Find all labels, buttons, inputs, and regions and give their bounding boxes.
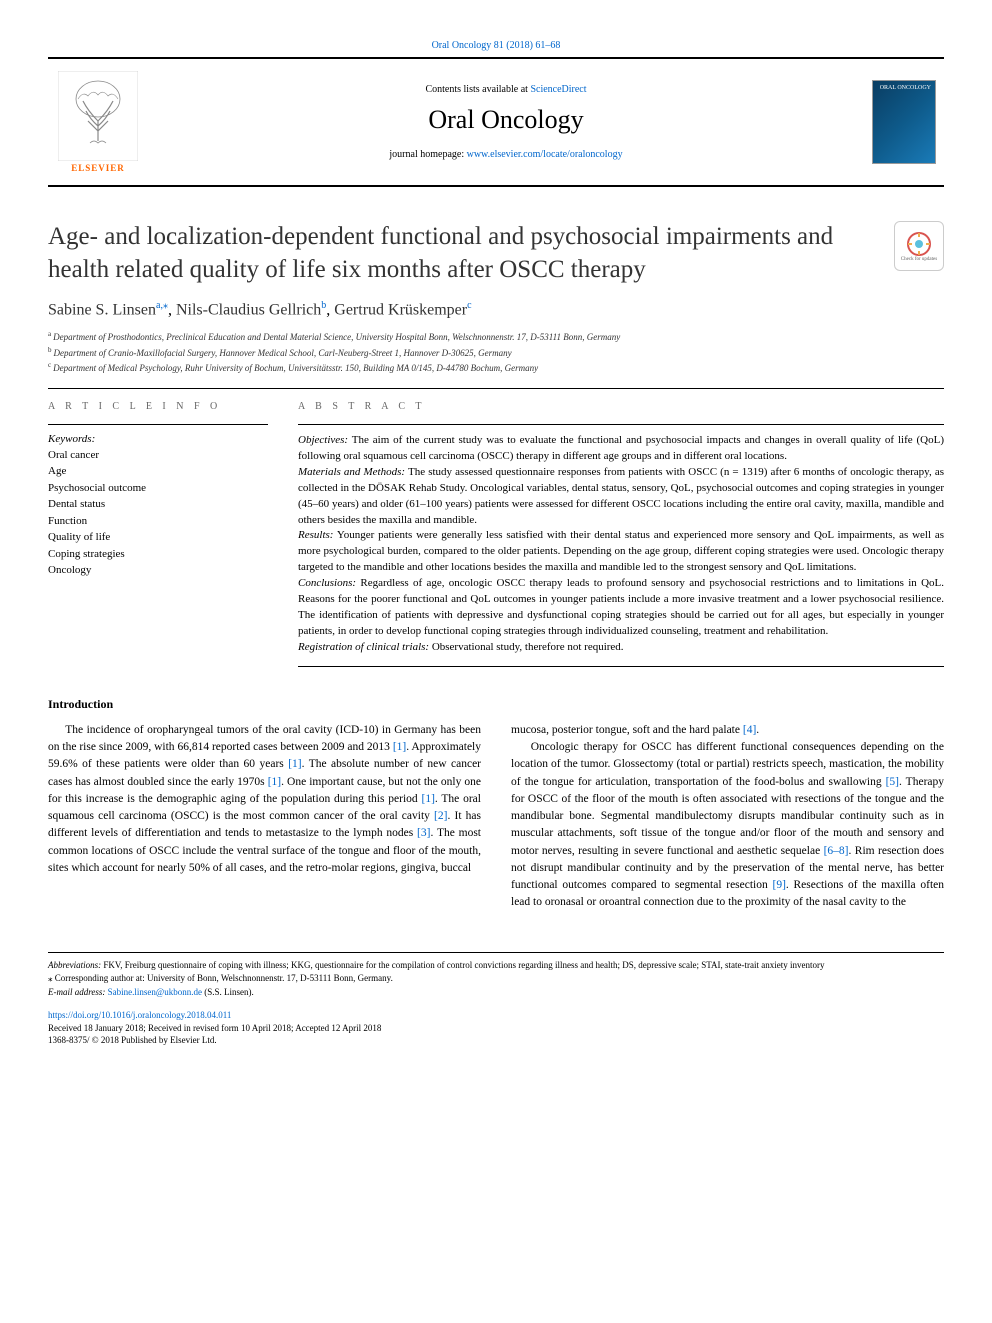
article-info-column: A R T I C L E I N F O Keywords: Oral can… — [48, 401, 268, 667]
elsevier-tree-icon — [58, 71, 138, 161]
abstract-sect-label: Results: — [298, 529, 333, 541]
abstract-sect-label: Registration of clinical trials: — [298, 641, 429, 653]
abstract-body: Objectives: The aim of the current study… — [298, 433, 944, 656]
divider — [48, 424, 268, 425]
keyword: Quality of life — [48, 529, 268, 546]
corr-text: Corresponding author at: University of B… — [53, 973, 393, 983]
contents-prefix: Contents lists available at — [425, 84, 530, 95]
journal-header: ELSEVIER Contents lists available at Sci… — [48, 57, 944, 187]
author-affil-sup[interactable]: c — [467, 300, 471, 311]
author-affil-sup[interactable]: a, — [156, 300, 163, 311]
abbreviations-line: Abbreviations: FKV, Freiburg questionnai… — [48, 959, 944, 973]
contents-line: Contents lists available at ScienceDirec… — [148, 84, 864, 95]
footnotes: Abbreviations: FKV, Freiburg questionnai… — [48, 952, 944, 1000]
doi-block: https://doi.org/10.1016/j.oraloncology.2… — [48, 1009, 944, 1047]
authors-line: Sabine S. Linsena,⁎, Nils-Claudius Gellr… — [48, 300, 944, 319]
abstract-sect-text: Younger patients were generally less sat… — [298, 529, 944, 573]
article-info-heading: A R T I C L E I N F O — [48, 401, 268, 412]
received-line: Received 18 January 2018; Received in re… — [48, 1022, 944, 1035]
abbrev-label: Abbreviations: — [48, 960, 101, 970]
elsevier-label: ELSEVIER — [71, 163, 125, 173]
introduction-section: Introduction The incidence of oropharyng… — [48, 697, 944, 912]
keyword: Dental status — [48, 496, 268, 513]
divider — [48, 388, 944, 389]
author-corr-sup[interactable]: ⁎ — [163, 300, 168, 311]
keyword: Oral cancer — [48, 447, 268, 464]
corresponding-line: ⁎ Corresponding author at: University of… — [48, 972, 944, 986]
author-name: Sabine S. Linsen — [48, 301, 156, 318]
crossmark-badge[interactable]: Check for updates — [894, 221, 944, 271]
abstract-sect-label: Materials and Methods: — [298, 466, 405, 478]
keyword: Psychosocial outcome — [48, 480, 268, 497]
sciencedirect-link[interactable]: ScienceDirect — [530, 84, 586, 95]
body-para: mucosa, posterior tongue, soft and the h… — [511, 722, 944, 912]
affil-text: Department of Medical Psychology, Ruhr U… — [53, 363, 538, 373]
affil-sup: b — [48, 346, 52, 354]
journal-name: Oral Oncology — [148, 105, 864, 135]
email-suffix: (S.S. Linsen). — [202, 987, 254, 997]
author-affil-sup[interactable]: b — [321, 300, 326, 311]
body-column-left: The incidence of oropharyngeal tumors of… — [48, 722, 481, 912]
journal-reference: Oral Oncology 81 (2018) 61–68 — [48, 40, 944, 51]
abbrev-text: FKV, Freiburg questionnaire of coping wi… — [101, 960, 824, 970]
elsevier-logo: ELSEVIER — [48, 59, 148, 185]
keyword: Function — [48, 513, 268, 530]
author-name: Nils-Claudius Gellrich — [176, 301, 321, 318]
abstract-sect-text: Regardless of age, oncologic OSCC therap… — [298, 577, 944, 637]
affiliation-row: cDepartment of Medical Psychology, Ruhr … — [48, 360, 944, 376]
affiliations: aDepartment of Prosthodontics, Preclinic… — [48, 329, 944, 376]
abstract-sect-label: Conclusions: — [298, 577, 356, 589]
email-link[interactable]: Sabine.linsen@ukbonn.de — [108, 987, 202, 997]
abstract-sect-label: Objectives: — [298, 434, 348, 446]
divider — [298, 666, 944, 667]
cover-thumb-label: ORAL ONCOLOGY — [880, 85, 931, 91]
homepage-link[interactable]: www.elsevier.com/locate/oraloncology — [467, 149, 623, 160]
body-column-right: mucosa, posterior tongue, soft and the h… — [511, 722, 944, 912]
homepage-line: journal homepage: www.elsevier.com/locat… — [148, 149, 864, 160]
doi-link[interactable]: https://doi.org/10.1016/j.oraloncology.2… — [48, 1010, 231, 1020]
crossmark-label: Check for updates — [901, 257, 937, 262]
affil-sup: a — [48, 330, 51, 338]
abstract-sect-text: The aim of the current study was to eval… — [298, 434, 944, 462]
abstract-heading: A B S T R A C T — [298, 401, 944, 412]
journal-ref-link[interactable]: Oral Oncology 81 (2018) 61–68 — [432, 40, 561, 51]
author-name: Gertrud Krüskemper — [334, 301, 467, 318]
email-line: E-mail address: Sabine.linsen@ukbonn.de … — [48, 986, 944, 1000]
abstract-sect-text: Observational study, therefore not requi… — [429, 641, 623, 653]
homepage-prefix: journal homepage: — [389, 149, 466, 160]
issn-copyright-line: 1368-8375/ © 2018 Published by Elsevier … — [48, 1034, 944, 1047]
affil-sup: c — [48, 361, 51, 369]
keywords-label: Keywords: — [48, 433, 268, 445]
keyword: Coping strategies — [48, 546, 268, 563]
abstract-column: A B S T R A C T Objectives: The aim of t… — [298, 401, 944, 667]
article-title: Age- and localization-dependent function… — [48, 221, 878, 286]
journal-header-center: Contents lists available at ScienceDirec… — [148, 59, 864, 185]
keyword: Age — [48, 463, 268, 480]
affiliation-row: bDepartment of Cranio-Maxillofacial Surg… — [48, 345, 944, 361]
journal-cover-thumb: ORAL ONCOLOGY — [864, 59, 944, 185]
email-label: E-mail address: — [48, 987, 108, 997]
crossmark-icon — [906, 231, 932, 257]
keyword: Oncology — [48, 562, 268, 579]
body-para: The incidence of oropharyngeal tumors of… — [48, 722, 481, 877]
affil-text: Department of Cranio-Maxillofacial Surge… — [54, 348, 512, 358]
divider — [298, 424, 944, 425]
section-heading: Introduction — [48, 697, 944, 712]
affil-text: Department of Prosthodontics, Preclinica… — [53, 332, 620, 342]
affiliation-row: aDepartment of Prosthodontics, Preclinic… — [48, 329, 944, 345]
